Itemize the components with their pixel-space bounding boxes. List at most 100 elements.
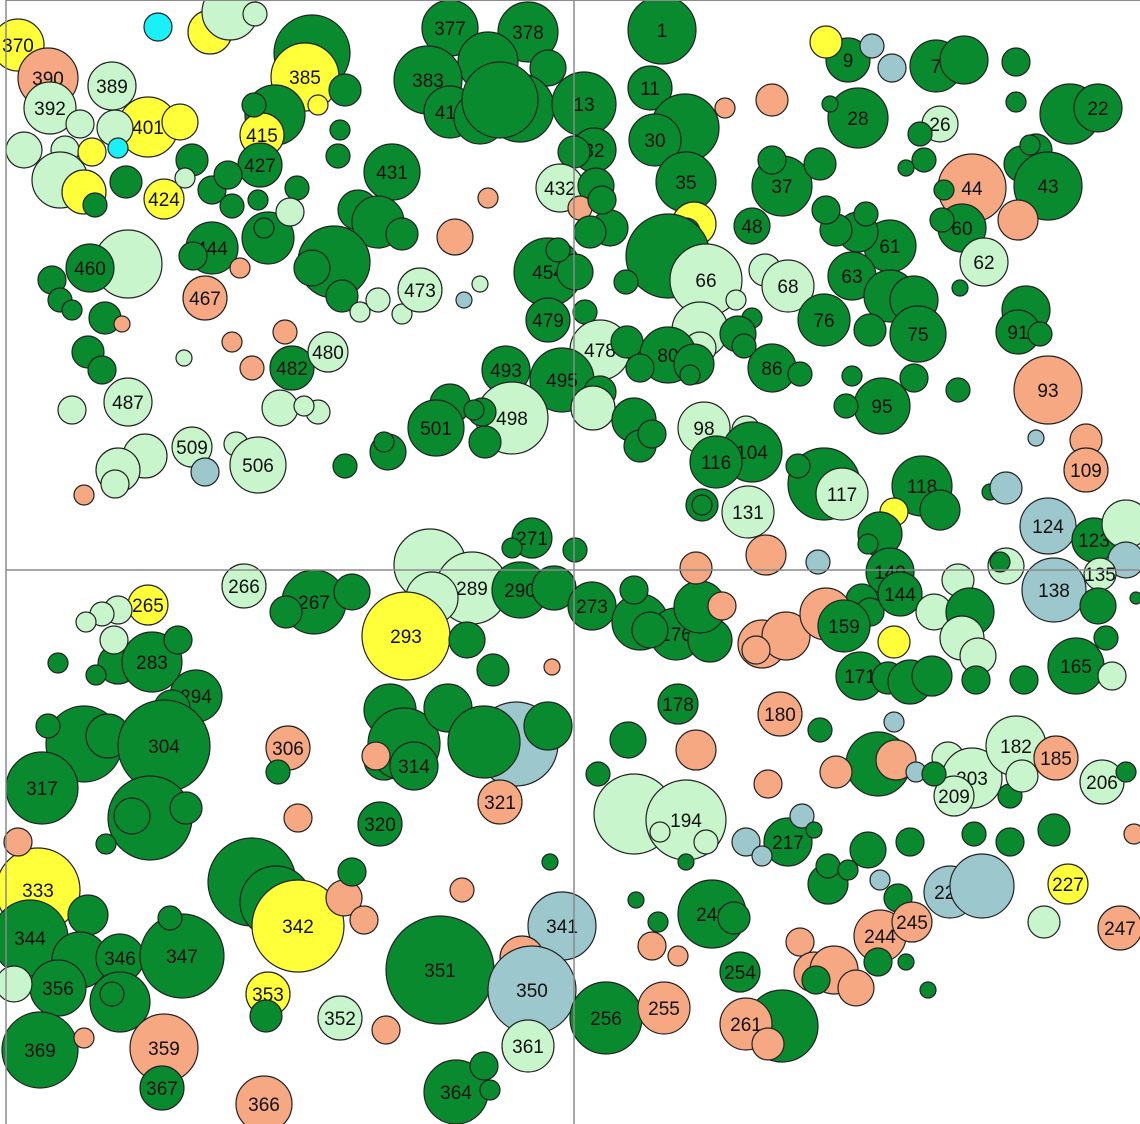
- bubble-389: 389: [87, 61, 137, 111]
- bubble-circle: [811, 195, 841, 225]
- bubble-circle: [763, 817, 813, 867]
- bubble-unlabeled-28: [328, 73, 362, 107]
- bubble-unlabeled-47: [229, 257, 251, 279]
- bubble-label: 392: [34, 99, 66, 120]
- bubble-label: 369: [24, 1041, 56, 1062]
- bubble-unlabeled-90: [529, 49, 567, 87]
- bubble-circle: [175, 349, 193, 367]
- bubble-unlabeled-363: [883, 711, 905, 733]
- bubble-178: 178: [657, 683, 699, 725]
- bubble-227: 227: [1047, 863, 1089, 905]
- bubble-1: 1: [627, 0, 697, 65]
- bubble-109: 109: [1063, 447, 1109, 493]
- bubble-482: 482: [269, 345, 315, 391]
- bubble-label: 304: [148, 737, 180, 758]
- bubble-415: 415: [239, 112, 285, 158]
- bubble-480: 480: [307, 331, 349, 373]
- bubble-circle: [1129, 591, 1140, 605]
- bubble-circle: [613, 269, 639, 295]
- bubble-circle: [827, 87, 889, 149]
- bubble-circle: [73, 1027, 95, 1049]
- bubble-label: 62: [973, 253, 994, 274]
- bubble-unlabeled-341: [707, 591, 737, 621]
- bubble-label: 415: [246, 126, 278, 147]
- bubble-unlabeled-163: [691, 494, 713, 516]
- bubble-unlabeled-157: [637, 419, 667, 449]
- bubble-unlabeled-285: [265, 759, 291, 785]
- bubble-unlabeled-332: [469, 1051, 499, 1081]
- bubble-label: 247: [1104, 919, 1136, 940]
- bubble-circle: [757, 691, 803, 737]
- bubble-circle: [717, 901, 751, 935]
- bubble-377: 377: [421, 0, 479, 57]
- bubble-circle: [959, 237, 1009, 287]
- bubble-circle: [253, 217, 275, 239]
- bubble-unlabeled-286: [283, 803, 313, 833]
- bubble-label: 1: [657, 21, 668, 42]
- bubble-circle: [883, 711, 905, 733]
- bubble-circle: [637, 981, 691, 1035]
- bubble-unlabeled-269: [163, 625, 193, 655]
- bubble-circle: [849, 831, 887, 869]
- bubble-unlabeled-399: [837, 859, 859, 881]
- bubble-label: 344: [14, 929, 46, 950]
- bubble-circle: [951, 279, 969, 297]
- bubble-circle: [541, 853, 559, 871]
- bubble-unlabeled-398: [815, 853, 841, 879]
- bubble-label: 48: [741, 217, 762, 238]
- bubble-circle: [229, 436, 287, 494]
- bubble-unlabeled-61: [175, 349, 193, 367]
- bubble-circle: [797, 293, 851, 347]
- bubble-unlabeled-428: [751, 1027, 785, 1061]
- bubble-48: 48: [733, 207, 771, 245]
- bubble-467: 467: [182, 275, 228, 321]
- bubble-circle: [989, 471, 1023, 505]
- bubble-circle: [649, 821, 671, 843]
- bubble-circle: [911, 147, 937, 173]
- bubble-unlabeled-294: [447, 705, 521, 779]
- bubble-circle: [921, 761, 947, 787]
- bubble-label: 265: [132, 596, 164, 617]
- bubble-label: 68: [777, 277, 798, 298]
- bubble-circle: [869, 869, 891, 891]
- bubble-circle: [1033, 735, 1079, 781]
- bubble-424: 424: [143, 178, 185, 220]
- bubble-circle: [1001, 47, 1031, 77]
- bubble-501: 501: [407, 399, 465, 457]
- bubble-label: 44: [961, 179, 983, 200]
- bubble-unlabeled-271: [47, 652, 69, 674]
- bubble-label: 185: [1040, 749, 1072, 770]
- bubble-unlabeled-44: [253, 217, 275, 239]
- bubble-circle: [357, 801, 403, 847]
- bubble-unlabeled-266: [543, 658, 561, 676]
- bubble-unlabeled-210: [1027, 321, 1053, 347]
- bubble-unlabeled-104: [573, 215, 607, 249]
- bubble-label: 11: [640, 79, 660, 100]
- bubble-unlabeled-202: [853, 201, 879, 227]
- bubble-unlabeled-121: [463, 399, 485, 421]
- bubble-circle: [476, 653, 510, 687]
- bubble-circle: [1079, 587, 1117, 625]
- bubble-unlabeled-191: [997, 199, 1039, 241]
- bubble-185: 185: [1033, 735, 1079, 781]
- bubble-unlabeled-174: [939, 35, 989, 85]
- bubble-unlabeled-309: [67, 894, 109, 936]
- bubble-unlabeled-188: [1019, 134, 1041, 156]
- bubble-label: 509: [176, 438, 208, 459]
- bubble-circle: [587, 185, 617, 215]
- bubble-label: 351: [424, 961, 456, 982]
- bubble-label: 271: [516, 529, 548, 550]
- bubble-unlabeled-278: [35, 713, 61, 739]
- bubble-347: 347: [139, 913, 225, 999]
- bubble-circle: [657, 683, 699, 725]
- bubble-93: 93: [1013, 355, 1083, 425]
- bubble-circle: [1097, 905, 1140, 951]
- bubble-unlabeled-192: [933, 179, 955, 201]
- bubble-unlabeled-68: [365, 287, 391, 313]
- bubble-circle: [807, 717, 833, 743]
- bubble-label: 227: [1052, 875, 1084, 896]
- bubble-351: 351: [385, 915, 495, 1025]
- bubble-unlabeled-217: [1027, 429, 1045, 447]
- bubble-circle: [911, 655, 953, 697]
- bubble-circle: [627, 65, 673, 111]
